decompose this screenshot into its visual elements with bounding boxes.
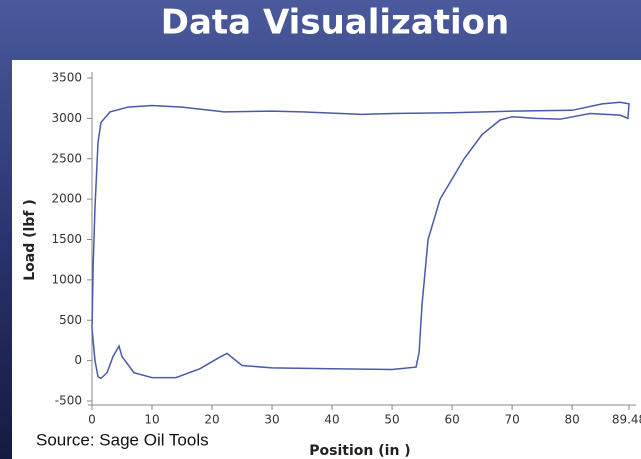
x-tick-label: 40 [324,413,339,427]
x-tick-label: 0 [88,413,96,427]
slide-title: Data Visualization [161,3,509,43]
y-tick-label: -500 [55,394,82,408]
y-tick-label: 2000 [51,192,82,206]
x-tick-label: 80 [564,413,579,427]
x-tick-label: 50 [384,413,399,427]
y-tick-label: 0 [74,353,82,367]
y-tick-label: 3000 [51,111,82,125]
y-tick-label: 2500 [51,151,82,165]
x-tick-label: 89.48 [612,413,641,427]
x-tick-label: 10 [144,413,159,427]
x-tick-label: 30 [264,413,279,427]
y-tick-label: 3500 [51,71,82,85]
page: {"chart_data": {"type": "line", "title":… [0,0,641,459]
y-axis-label: Load (lbf ) [22,199,38,280]
x-tick-label: 70 [504,413,519,427]
x-axis-label: Position (in ) [309,443,410,459]
chart-panel [12,60,641,459]
y-tick-label: 500 [59,313,82,327]
x-tick-label: 60 [444,413,459,427]
y-tick-label: 1000 [51,272,82,286]
source-note: Source: Sage Oil Tools [36,430,209,449]
y-tick-label: 1500 [51,232,82,246]
x-tick-label: 20 [204,413,219,427]
slide: Data Visualization Load (lbf ) Position … [0,0,641,459]
